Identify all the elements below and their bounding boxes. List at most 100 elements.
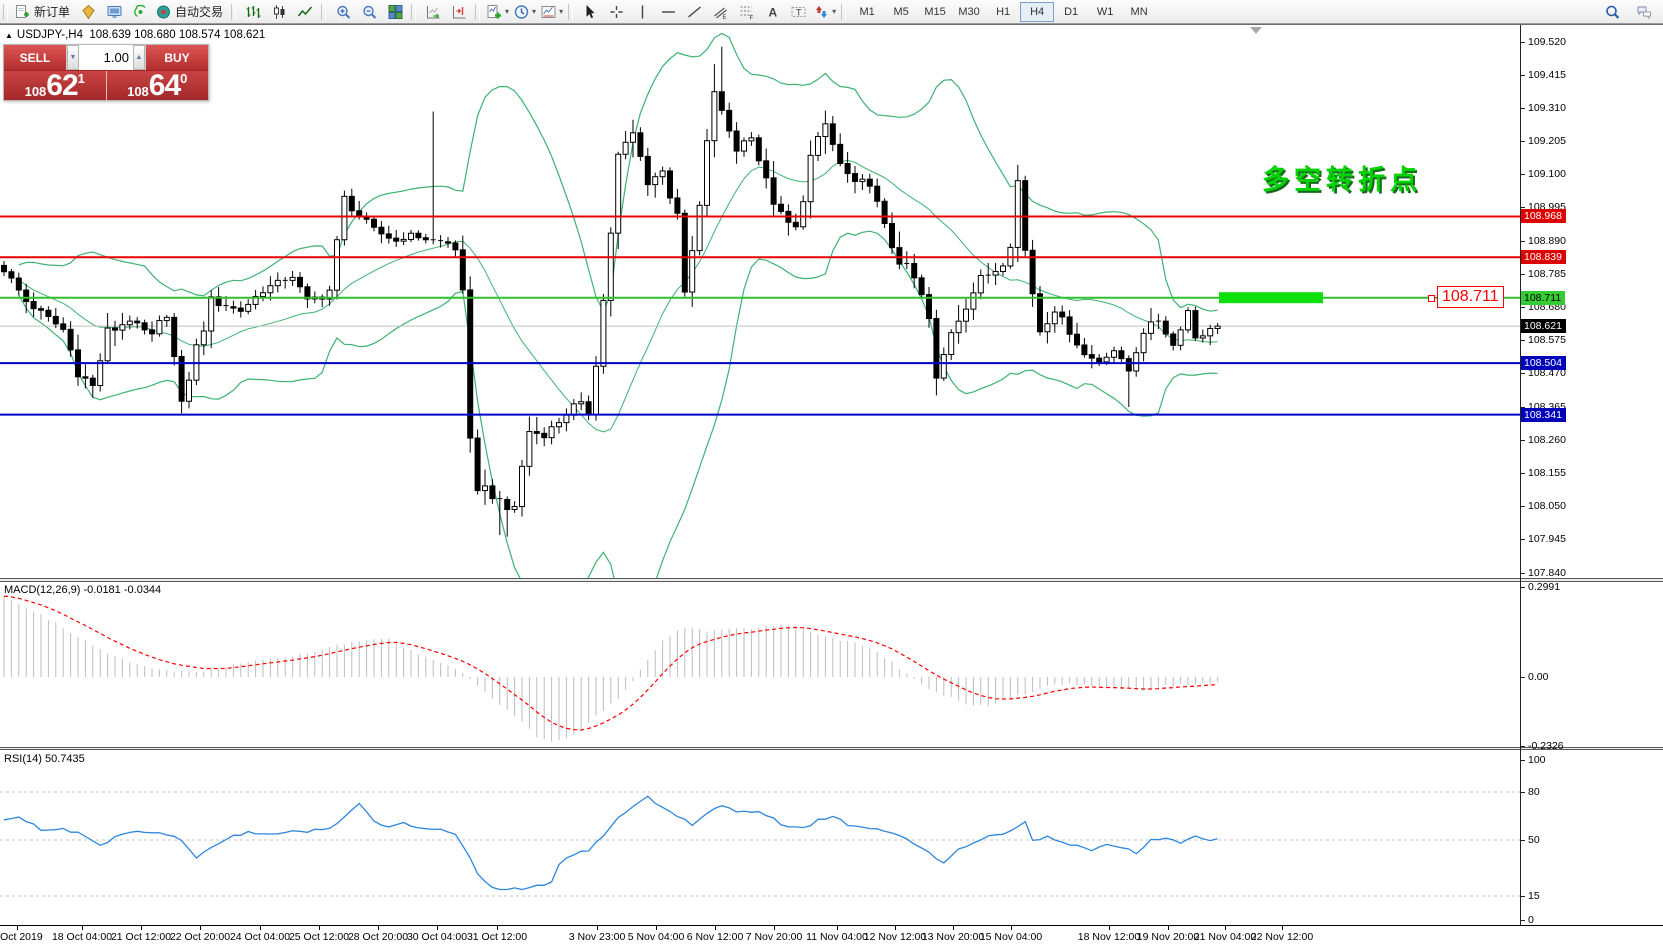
auto-scroll-button[interactable] [420, 2, 446, 22]
sell-button[interactable]: SELL [4, 45, 66, 70]
volume-input[interactable] [79, 45, 133, 70]
main-chart-canvas[interactable] [0, 25, 1520, 578]
price-axis-label: 107.945 [1528, 533, 1566, 546]
zoom-out-button[interactable] [356, 2, 382, 22]
candlestick-button[interactable] [266, 2, 292, 22]
tf-m1[interactable]: M1 [859, 5, 875, 18]
bar-chart-button[interactable] [240, 2, 266, 22]
price-axis-label: 108.680 [1528, 301, 1566, 313]
channel-button[interactable]: E [707, 2, 733, 22]
time-axis-label: 6 Nov 12:00 [686, 931, 744, 943]
tf-mn[interactable]: MN [1130, 5, 1148, 18]
toolbar-group-grip [231, 3, 237, 20]
sell-price[interactable]: 108 62 1 [4, 71, 107, 101]
toolbar-group-grip [3, 3, 8, 20]
crosshair-button[interactable] [603, 2, 629, 22]
rsi-canvas[interactable] [0, 750, 1520, 925]
periods-button[interactable]: ▾ [511, 2, 538, 22]
time-axis-label: 22 Oct 20:00 [169, 931, 231, 943]
tf-m15[interactable]: M15 [924, 5, 946, 18]
market-watch-button[interactable] [75, 2, 101, 22]
price-axis-border [1520, 25, 1521, 925]
price-axis-label: 80 [1528, 785, 1540, 798]
chat-button[interactable] [1631, 2, 1657, 22]
horizontal-line-button[interactable] [655, 2, 681, 22]
time-axis-label: 31 Oct 12:00 [466, 931, 528, 943]
axis-tick [1520, 307, 1525, 308]
cursor-button[interactable] [577, 2, 603, 22]
collapse-arrow-icon[interactable]: ▲ [5, 31, 13, 40]
highlight-bar[interactable] [1219, 292, 1323, 304]
axis-tick [1520, 41, 1525, 43]
fibonacci-button[interactable]: F [733, 2, 759, 22]
time-axis-tick [141, 926, 142, 930]
time-axis-tick [837, 926, 838, 930]
indicators-button[interactable]: ▾ [484, 2, 511, 22]
tile-windows-button[interactable] [382, 2, 408, 22]
volume-decrease-button[interactable]: ▼ [67, 45, 80, 70]
axis-tick [1520, 273, 1525, 275]
time-axis-label: 21 Oct 12:00 [110, 931, 172, 943]
tf-d1[interactable]: D1 [1064, 5, 1079, 18]
buy-button[interactable]: BUY [146, 45, 208, 70]
chart-shift-marker-icon[interactable] [1250, 27, 1262, 34]
axis-tick [1520, 895, 1525, 897]
sell-price-pip: 1 [77, 71, 85, 86]
chart-shift-icon [451, 4, 468, 20]
axis-tick [1520, 207, 1525, 209]
price-axis-label: 109.205 [1528, 135, 1566, 148]
line-chart-button[interactable] [292, 2, 318, 22]
indicators-icon [486, 4, 503, 20]
new-order-button[interactable]: 新订单 [12, 2, 75, 22]
time-axis-tick [656, 926, 657, 930]
toolbar-group-grip [321, 3, 327, 20]
arrows-button[interactable]: ▾ [811, 2, 838, 22]
text-icon: A [764, 4, 781, 20]
signals-button[interactable] [127, 2, 153, 22]
chart-shift-button[interactable] [446, 2, 472, 22]
time-axis-tick [1109, 926, 1110, 930]
toolbar: 新订单 自动交易 ▾ ▾ ▾ E F A T ▾ M1 M5 M15 M30 H1 H4 D1 W1 MN [0, 0, 1663, 24]
panel-separator[interactable] [0, 578, 1663, 582]
price-callout-box: 108.711 [1437, 286, 1504, 308]
templates-button[interactable]: ▾ [538, 2, 565, 22]
macd-label: MACD(12,26,9) -0.0181 -0.0344 [4, 584, 162, 596]
trendline-button[interactable] [681, 2, 707, 22]
zoom-in-button[interactable] [330, 2, 356, 22]
panel-separator[interactable] [0, 747, 1663, 750]
axis-tick [1520, 791, 1525, 793]
tf-w1[interactable]: W1 [1096, 5, 1114, 18]
volume-increase-button[interactable]: ▲ [132, 45, 145, 70]
text-button[interactable]: A [759, 2, 785, 22]
time-axis-label: 30 Oct 04:00 [406, 931, 468, 943]
axis-tick [1520, 572, 1525, 574]
auto-trading-button[interactable]: 自动交易 [153, 2, 228, 22]
vertical-line-button[interactable] [629, 2, 655, 22]
navigator-button[interactable] [101, 2, 127, 22]
chart-top-border [0, 24, 1663, 25]
macd-canvas[interactable] [0, 582, 1520, 747]
time-axis-tick [953, 926, 954, 930]
time-axis-label: 19 Nov 20:00 [1136, 931, 1200, 943]
label-button[interactable]: T [785, 2, 811, 22]
navigator-icon [106, 4, 123, 20]
tf-h1[interactable]: H1 [996, 5, 1011, 18]
tf-m30[interactable]: M30 [958, 5, 980, 18]
buy-price[interactable]: 108 64 0 [106, 71, 208, 101]
search-button[interactable] [1599, 2, 1625, 22]
price-axis-label: 108.365 [1528, 400, 1566, 413]
hline-icon [660, 4, 677, 20]
axis-tick [1520, 439, 1525, 441]
time-axis-tick [1282, 926, 1283, 930]
cursor-icon [582, 4, 599, 20]
chevron-down-icon: ▾ [832, 7, 837, 16]
tf-m5[interactable]: M5 [893, 5, 909, 18]
tf-h4[interactable]: H4 [1020, 1, 1055, 22]
time-axis-label: 24 Oct 04:00 [229, 931, 291, 943]
time-axis-tick [715, 926, 716, 930]
axis-tick [1520, 141, 1525, 143]
chevron-down-icon: ▾ [532, 7, 537, 16]
sell-price-prefix: 108 [24, 84, 47, 99]
